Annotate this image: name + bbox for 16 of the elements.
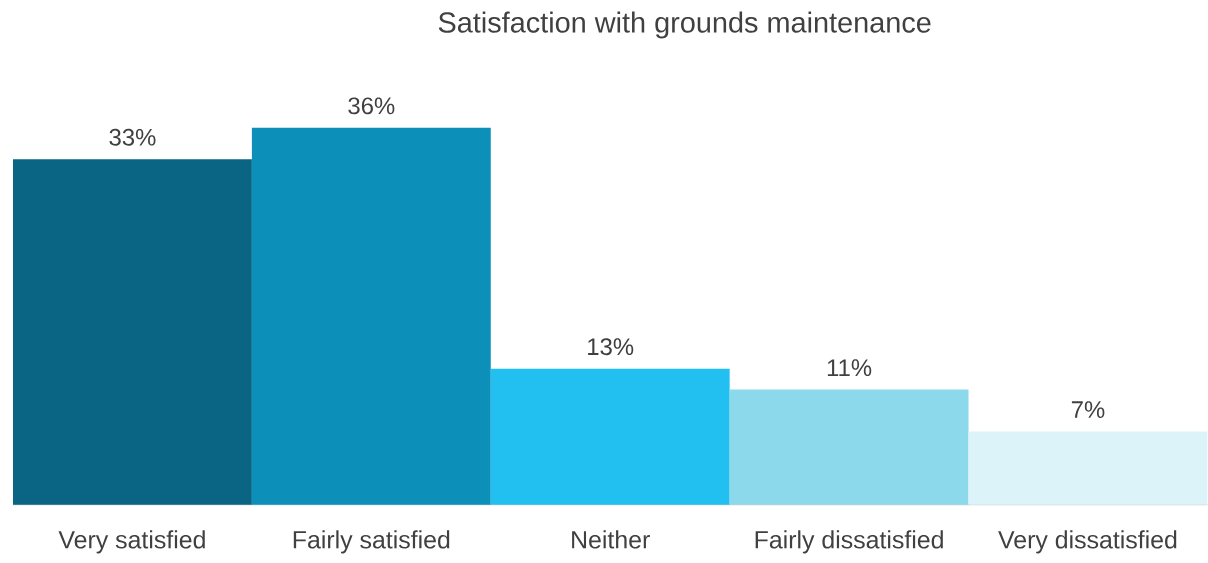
chart-title: Satisfaction with grounds maintenance [438,11,931,39]
x-tick-label: Fairly satisfied [293,530,450,554]
bar [490,368,730,505]
bar [13,159,252,505]
bar [729,389,969,505]
data-label: 36% [348,97,395,115]
x-tick-label: Very satisfied [58,530,205,554]
x-tick-label: Fairly dissatisfied [755,530,943,554]
data-label: 33% [109,128,156,146]
x-tick-label: Neither [572,530,650,549]
bar [968,431,1208,505]
x-tick-label: Very dissatisfied [998,530,1177,554]
data-label: 11% [827,359,872,377]
data-label: 7% [1071,401,1105,419]
data-label: 13% [588,338,634,356]
bar [251,127,491,505]
